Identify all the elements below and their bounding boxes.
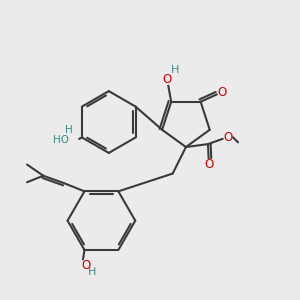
Text: H: H <box>171 65 179 75</box>
Text: O: O <box>81 259 91 272</box>
Text: O: O <box>162 73 171 85</box>
Text: H: H <box>65 125 73 135</box>
Text: O: O <box>204 158 213 171</box>
Text: O: O <box>218 86 227 99</box>
Text: O: O <box>224 131 233 144</box>
Text: HO: HO <box>53 135 69 146</box>
Text: H: H <box>88 267 96 277</box>
